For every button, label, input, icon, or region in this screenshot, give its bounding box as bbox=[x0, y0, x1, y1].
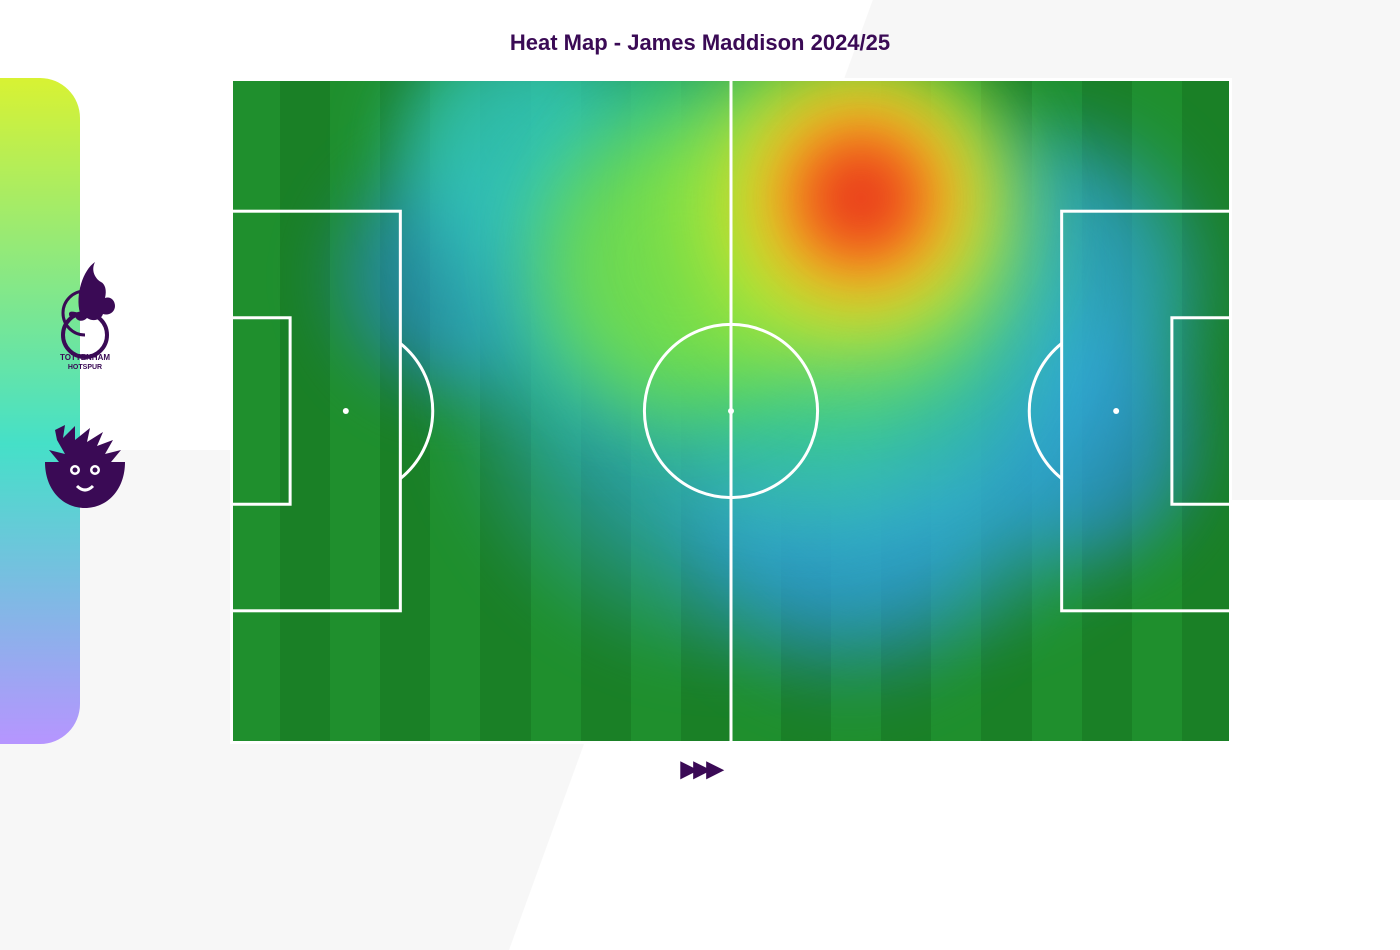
pitch bbox=[230, 78, 1232, 744]
pitch-container bbox=[230, 78, 1232, 744]
league-logo-icon bbox=[35, 410, 135, 530]
attack-direction-arrows-icon: ▶▶▶ bbox=[0, 756, 1400, 782]
svg-text:HOTSPUR: HOTSPUR bbox=[68, 364, 102, 370]
chart-title: Heat Map - James Maddison 2024/25 bbox=[0, 30, 1400, 56]
svg-text:TOTTENHAM: TOTTENHAM bbox=[60, 353, 110, 362]
grass-stripes bbox=[230, 78, 1232, 744]
logo-stack: TOTTENHAM HOTSPUR bbox=[25, 250, 145, 530]
club-logo-icon: TOTTENHAM HOTSPUR bbox=[35, 250, 135, 370]
